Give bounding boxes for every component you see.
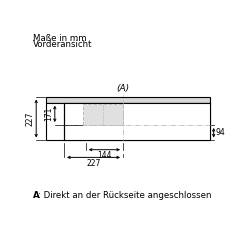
Text: Vorderansicht: Vorderansicht — [33, 40, 93, 49]
Bar — [83, 104, 123, 125]
Text: 94: 94 — [215, 128, 225, 137]
Text: 144: 144 — [97, 151, 112, 160]
Text: 171: 171 — [44, 107, 53, 121]
Text: 227: 227 — [26, 111, 35, 126]
Text: 227: 227 — [86, 159, 101, 168]
Text: A: A — [33, 191, 40, 200]
Bar — [64, 103, 210, 140]
Bar — [46, 96, 210, 103]
Text: Maße in mm: Maße in mm — [33, 34, 87, 43]
Text: (A): (A) — [116, 84, 130, 93]
Bar — [46, 103, 210, 140]
Text: : Direkt an der Rückseite angeschlossen: : Direkt an der Rückseite angeschlossen — [38, 191, 211, 200]
